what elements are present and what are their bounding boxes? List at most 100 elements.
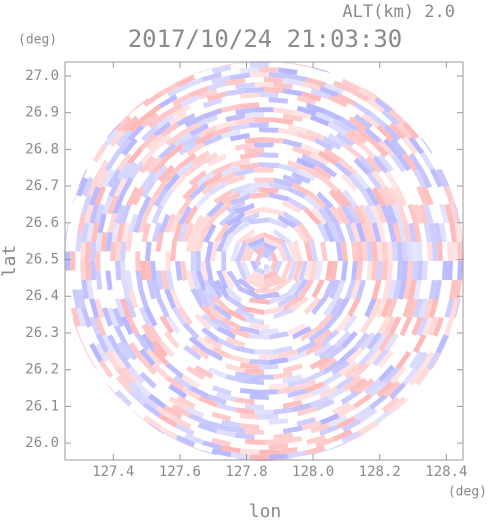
echo-cell — [178, 205, 192, 225]
echo-cell — [313, 329, 333, 345]
echo-cell — [346, 347, 364, 364]
echo-cell — [201, 179, 220, 195]
echo-cell — [178, 152, 197, 169]
echo-cell — [296, 105, 317, 116]
echo-cell — [311, 279, 325, 299]
echo-cell — [243, 232, 264, 244]
echo-cell — [175, 261, 183, 281]
echo-cell — [235, 261, 247, 282]
echo-cell — [376, 261, 383, 281]
echo-cell — [381, 396, 400, 413]
y-tick-label: 26.0 — [25, 435, 59, 451]
echo-cell — [186, 141, 205, 157]
echo-cell — [287, 73, 308, 82]
echo-cell — [243, 306, 264, 315]
echo-cell — [378, 333, 393, 352]
echo-cell — [202, 108, 222, 120]
echo-cell — [254, 349, 274, 355]
echo-cell — [305, 102, 326, 114]
echo-cell — [146, 279, 157, 300]
echo-cell — [394, 186, 408, 207]
echo-cell — [94, 298, 105, 319]
echo-cell — [408, 222, 417, 243]
echo-cell — [372, 348, 389, 367]
echo-cell — [105, 270, 113, 291]
echo-cell — [329, 442, 349, 454]
echo-cell — [164, 164, 182, 183]
echo-cell — [292, 326, 312, 340]
echo-cell — [278, 163, 299, 173]
echo-cell — [366, 222, 377, 243]
echo-cell — [160, 122, 180, 138]
echo-cell — [268, 217, 289, 229]
echo-cell — [203, 223, 217, 243]
echo-cell — [356, 241, 363, 261]
echo-cell — [98, 359, 114, 379]
echo-cell — [182, 222, 194, 243]
echo-cell — [213, 318, 233, 333]
echo-cell — [168, 383, 187, 399]
echo-cell — [420, 351, 435, 371]
echo-cell — [322, 372, 342, 386]
echo-cell — [408, 152, 424, 172]
echo-cell — [420, 151, 435, 171]
echo-cell — [374, 409, 393, 425]
echo-cell — [291, 109, 312, 120]
echo-cell — [177, 196, 193, 216]
echo-cell — [211, 64, 232, 74]
echo-cell — [268, 443, 289, 450]
echo-cell — [114, 298, 126, 318]
echo-cell — [342, 314, 358, 333]
echo-cell — [378, 364, 395, 383]
echo-cell — [175, 434, 196, 448]
echo-cell — [225, 374, 246, 384]
echo-cell — [248, 297, 270, 305]
echo-cell — [341, 331, 358, 349]
echo-cell — [316, 313, 334, 331]
echo-cell — [296, 95, 317, 105]
echo-cell — [165, 131, 185, 147]
echo-cell — [259, 364, 279, 370]
echo-cell — [121, 279, 131, 300]
echo-cell — [95, 333, 109, 353]
echo-cell — [348, 116, 368, 132]
echo-cell — [110, 241, 117, 261]
echo-cell — [239, 162, 260, 170]
echo-cell — [328, 414, 348, 428]
echo-cell — [341, 430, 361, 444]
echo-cell — [264, 137, 284, 144]
echo-cell — [306, 77, 327, 88]
y-tick-label: 26.6 — [25, 215, 59, 231]
echo-cell — [370, 204, 382, 225]
echo-cell — [334, 279, 346, 300]
echo-cell — [236, 228, 255, 244]
echo-cell — [115, 241, 122, 261]
echo-cell — [341, 78, 361, 92]
echo-cell — [152, 348, 170, 367]
echo-cell — [278, 385, 298, 395]
echo-cell — [183, 161, 202, 178]
echo-cell — [348, 173, 365, 192]
echo-cell — [386, 241, 393, 261]
echo-cell — [306, 434, 327, 445]
echo-cell — [184, 433, 204, 445]
echo-cell — [314, 261, 323, 282]
echo-cell — [380, 204, 393, 224]
echo-cell — [277, 244, 288, 261]
echo-cell — [358, 420, 377, 435]
echo-cell — [305, 128, 325, 141]
echo-cell — [206, 304, 225, 322]
echo-cell — [160, 270, 169, 291]
echo-cell — [435, 168, 449, 188]
echo-cell — [248, 217, 270, 225]
echo-cell — [282, 200, 302, 214]
echo-cell — [186, 365, 205, 381]
echo-cell — [301, 91, 322, 102]
echo-cell — [189, 86, 209, 98]
echo-cell — [317, 206, 334, 226]
echo-cell — [211, 385, 232, 396]
echo-cell — [107, 194, 119, 215]
echo-cell — [430, 168, 443, 188]
echo-cell — [355, 279, 367, 300]
echo-cell — [303, 297, 321, 315]
